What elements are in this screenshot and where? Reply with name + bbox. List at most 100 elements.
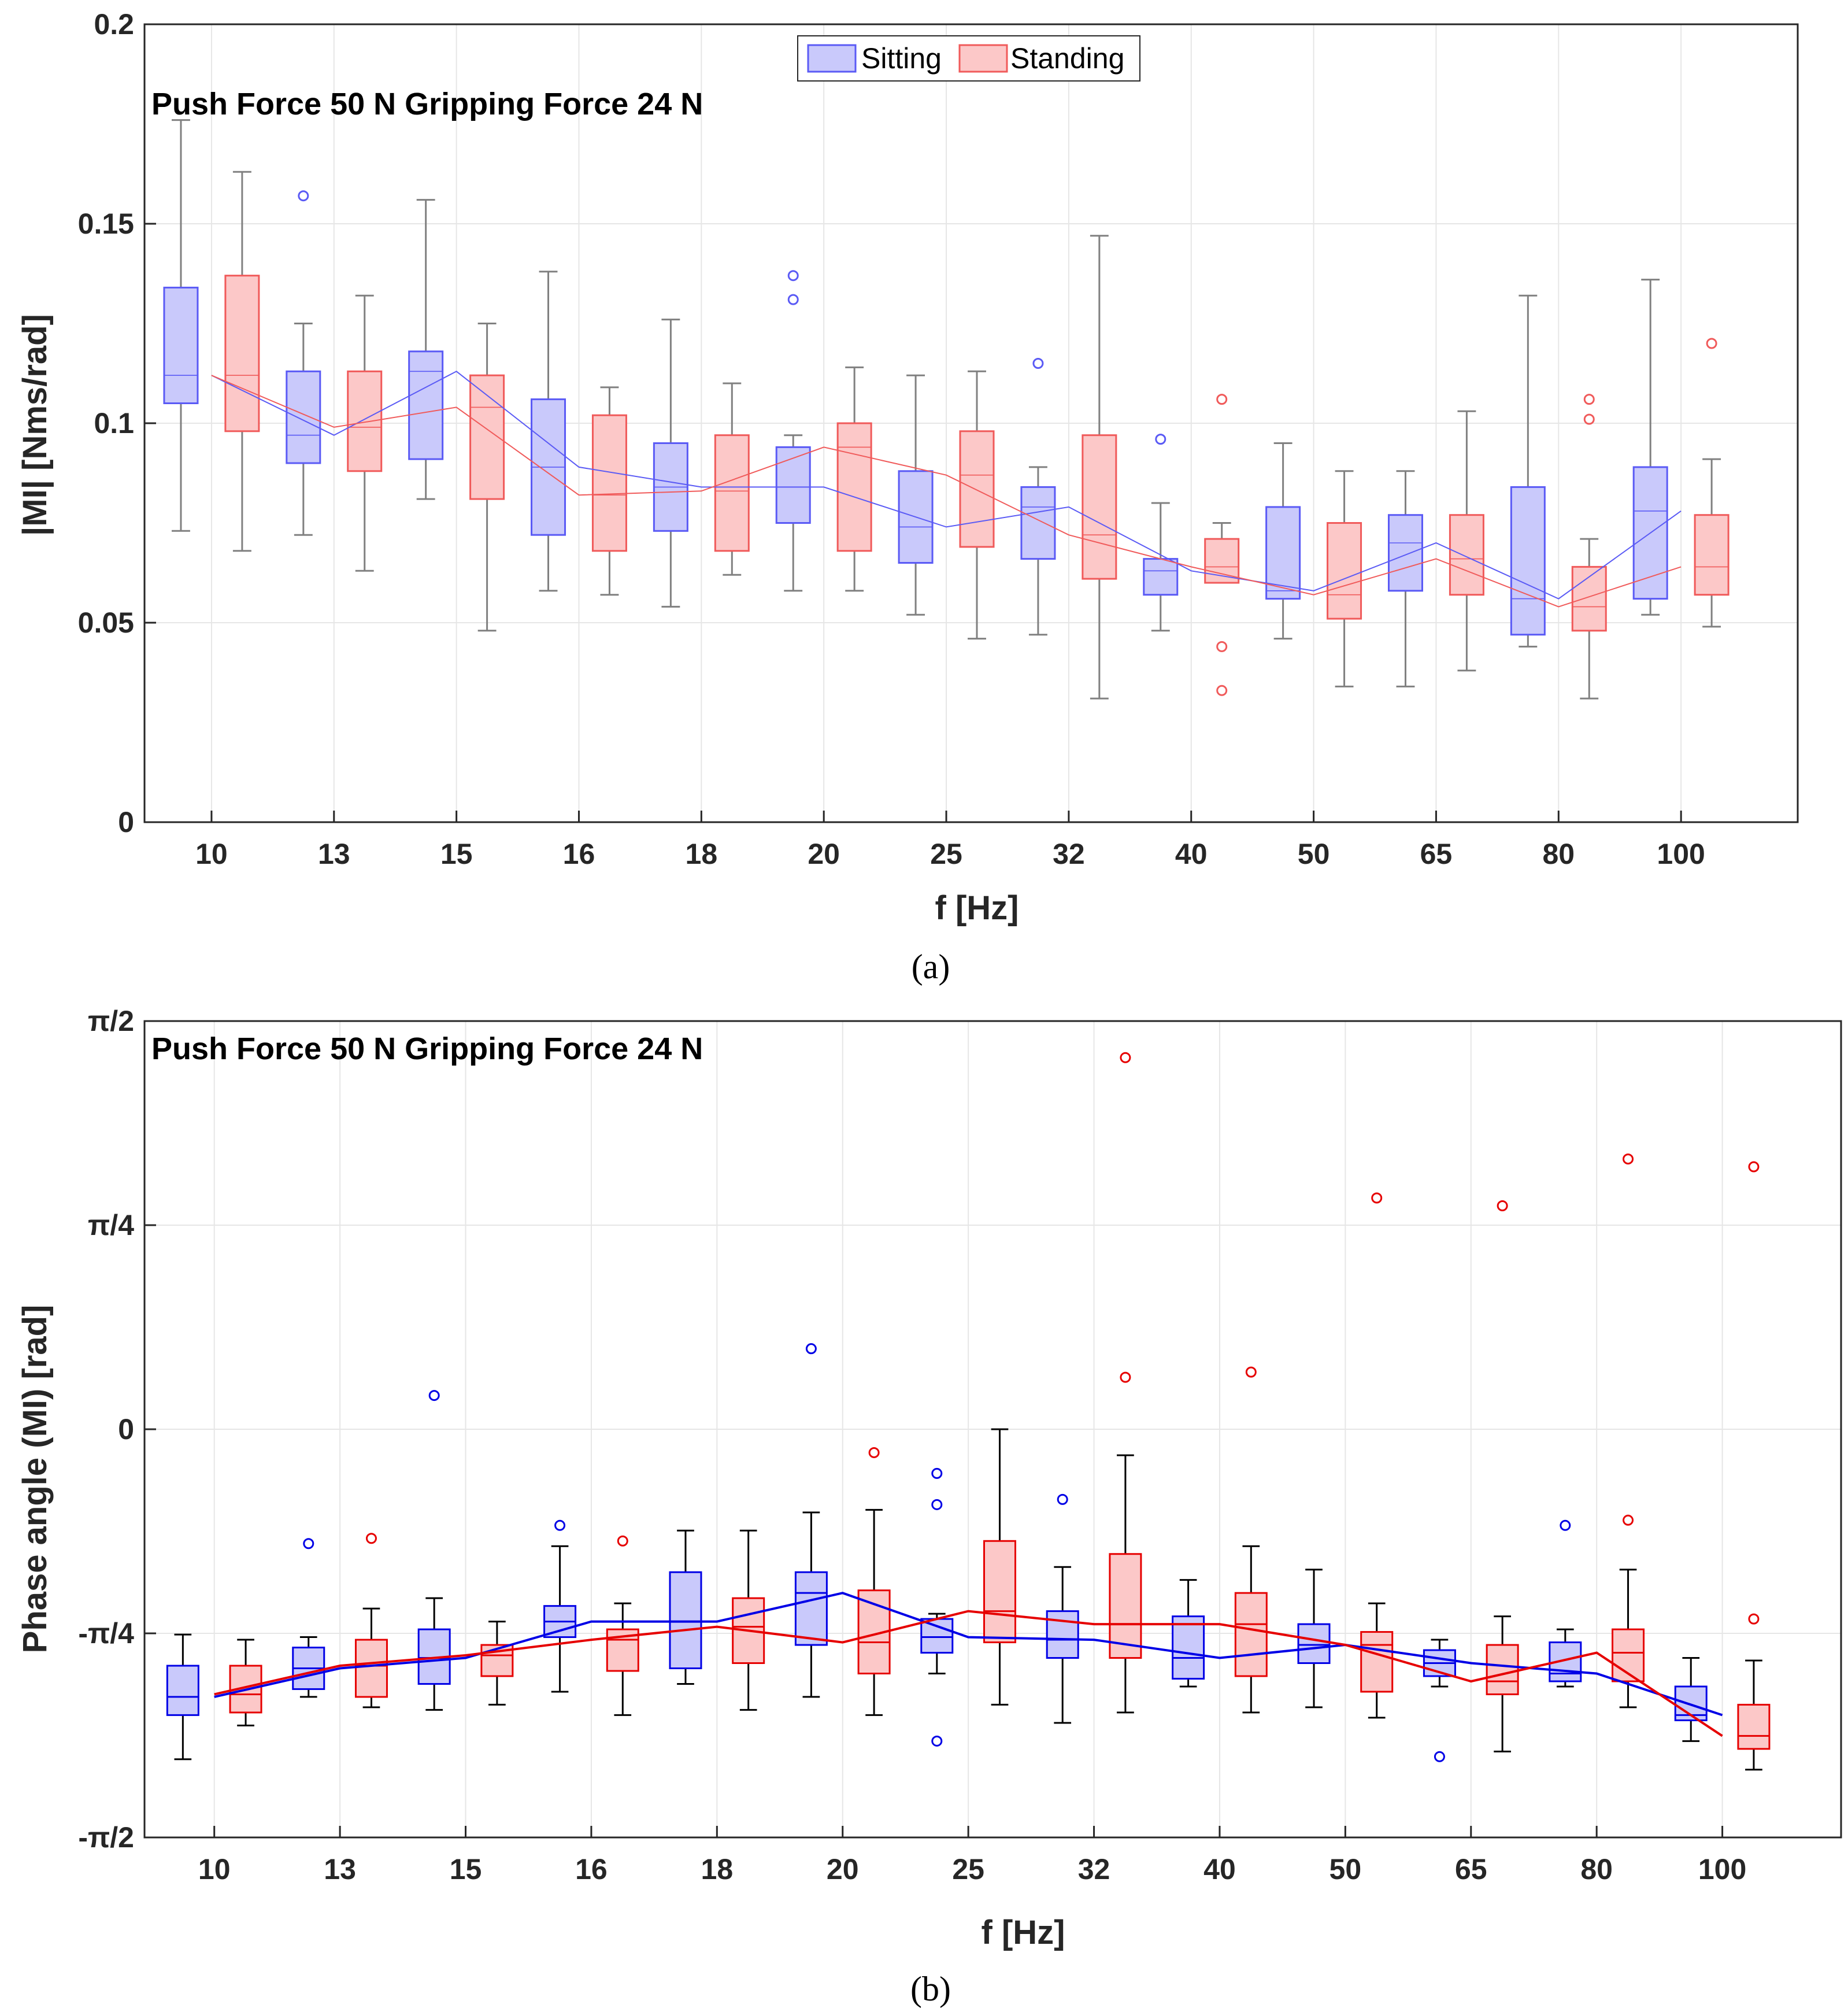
panel-b-y-ticks: -π/2 -π/4 0 π/4 π/2 — [78, 1005, 156, 1854]
panel-b-y-label: Phase angle (MI) [rad] — [16, 1305, 54, 1654]
box-iqr — [775, 446, 811, 524]
box-sitting-15 — [408, 199, 444, 500]
box-standing-32 — [1109, 1052, 1142, 1714]
panel-a-y-ticks: 0 0.05 0.1 0.15 0.2 — [78, 8, 156, 838]
box-sitting-10 — [166, 1633, 199, 1761]
box-iqr — [286, 370, 321, 464]
box-iqr — [1234, 1592, 1268, 1677]
outlier-point — [1057, 1493, 1068, 1505]
box-sitting-18 — [653, 319, 688, 608]
legend-swatch-standing — [958, 44, 1008, 73]
box-standing-40 — [1234, 1366, 1268, 1714]
legend-swatch-sitting — [807, 44, 857, 73]
x-tick-label: 13 — [324, 1853, 356, 1885]
outlier-point — [1706, 338, 1717, 349]
outlier-point — [1623, 1153, 1634, 1165]
outlier-point — [1155, 434, 1166, 445]
outlier-point — [1245, 1366, 1257, 1378]
panel-a-caption: (a) — [912, 948, 950, 986]
box-iqr — [1109, 1553, 1142, 1659]
panel-b-caption: (b) — [910, 1970, 951, 2008]
outlier-point — [787, 294, 799, 305]
box-iqr — [959, 430, 995, 548]
outlier-point — [617, 1535, 628, 1547]
panel-a-y-label: |MI| [Nms/rad] — [16, 314, 54, 536]
x-tick-label: 50 — [1329, 1853, 1362, 1885]
box-standing-10 — [224, 171, 260, 552]
x-tick-label: 100 — [1657, 838, 1705, 870]
outlier-point — [1583, 413, 1595, 425]
box-sitting-20 — [794, 1343, 828, 1698]
panel-b-title: Push Force 50 N Gripping Force 24 N — [151, 1031, 703, 1066]
x-tick-label: 20 — [827, 1853, 859, 1885]
outlier-point — [931, 1467, 943, 1479]
legend-label-sitting: Sitting — [861, 42, 942, 75]
y-tick-label: -π/2 — [78, 1821, 134, 1854]
x-tick-label: 16 — [575, 1853, 608, 1885]
panel-a-boxes — [163, 119, 1730, 700]
outlier-point — [365, 1533, 377, 1544]
y-tick-label: π/4 — [88, 1209, 134, 1241]
box-standing-50 — [1327, 470, 1362, 687]
box-standing-13 — [354, 1533, 388, 1709]
outlier-point — [868, 1447, 880, 1458]
panel-a-x-label: f [Hz] — [935, 889, 1019, 927]
box-iqr — [1510, 486, 1546, 636]
x-tick-label: 32 — [1053, 838, 1085, 870]
box-standing-13 — [347, 294, 383, 572]
panel-b-boxes — [166, 1052, 1771, 1771]
box-standing-15 — [480, 1621, 514, 1706]
box-standing-25 — [983, 1428, 1016, 1706]
y-tick-label: 0 — [118, 806, 134, 838]
box-standing-100 — [1737, 1161, 1771, 1771]
x-tick-label: 18 — [701, 1853, 734, 1885]
outlier-point — [1497, 1200, 1508, 1211]
x-tick-label: 15 — [450, 1853, 482, 1885]
x-tick-label: 13 — [318, 838, 350, 870]
box-sitting-32 — [1020, 358, 1056, 636]
legend: Sitting Standing — [797, 35, 1140, 82]
box-iqr — [166, 1665, 199, 1716]
box-sitting-80 — [1510, 294, 1546, 648]
median-trend-sitting — [211, 371, 1682, 600]
x-tick-label: 65 — [1420, 838, 1453, 870]
box-sitting-25 — [920, 1467, 954, 1747]
box-sitting-20 — [775, 270, 811, 592]
x-tick-label: 65 — [1455, 1853, 1487, 1885]
x-tick-label: 16 — [563, 838, 595, 870]
panel-a-magnitude: 0 0.05 0.1 0.15 0.2 10 13 15 16 18 20 25 32 40 50 65 80… — [16, 8, 1799, 986]
x-tick-label: 20 — [808, 838, 840, 870]
box-iqr — [1046, 1610, 1079, 1659]
x-tick-label: 40 — [1175, 838, 1208, 870]
box-sitting-50 — [1265, 442, 1301, 640]
x-tick-label: 25 — [930, 838, 962, 870]
box-iqr — [920, 1618, 954, 1654]
outlier-point — [1120, 1371, 1131, 1383]
box-iqr — [1020, 486, 1056, 560]
box-iqr — [836, 422, 872, 552]
x-tick-label: 40 — [1203, 1853, 1236, 1885]
box-iqr — [1082, 434, 1117, 580]
outlier-point — [1032, 358, 1044, 369]
box-iqr — [1327, 522, 1362, 620]
outlier-point — [1560, 1519, 1571, 1531]
x-tick-label: 10 — [198, 1853, 231, 1885]
box-sitting-40 — [1172, 1579, 1205, 1688]
outlier-point — [931, 1735, 943, 1747]
median-trend-standing — [214, 1610, 1723, 1737]
box-sitting-13 — [292, 1538, 325, 1698]
outlier-point — [931, 1499, 943, 1510]
outlier-point — [1216, 641, 1228, 652]
outlier-point — [298, 190, 309, 202]
box-iqr — [983, 1540, 1016, 1644]
median-trend-standing — [211, 375, 1682, 608]
box-standing-100 — [1694, 338, 1730, 628]
box-iqr — [224, 275, 260, 432]
box-standing-20 — [836, 366, 872, 592]
outlier-point — [787, 270, 799, 282]
panel-b-x-ticks: 10 13 15 16 18 20 25 32 40 50 65 80 100 — [198, 1826, 1746, 1885]
box-standing-16 — [591, 386, 627, 596]
x-tick-label: 32 — [1078, 1853, 1110, 1885]
box-iqr — [1549, 1641, 1582, 1682]
y-tick-label: 0.15 — [78, 208, 134, 240]
